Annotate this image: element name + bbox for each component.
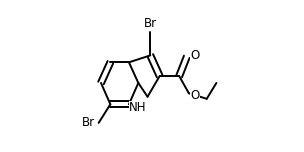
- Text: O: O: [190, 49, 199, 62]
- Text: NH: NH: [129, 101, 146, 114]
- Text: O: O: [190, 89, 199, 102]
- Text: Br: Br: [144, 17, 157, 30]
- Text: Br: Br: [82, 116, 95, 129]
